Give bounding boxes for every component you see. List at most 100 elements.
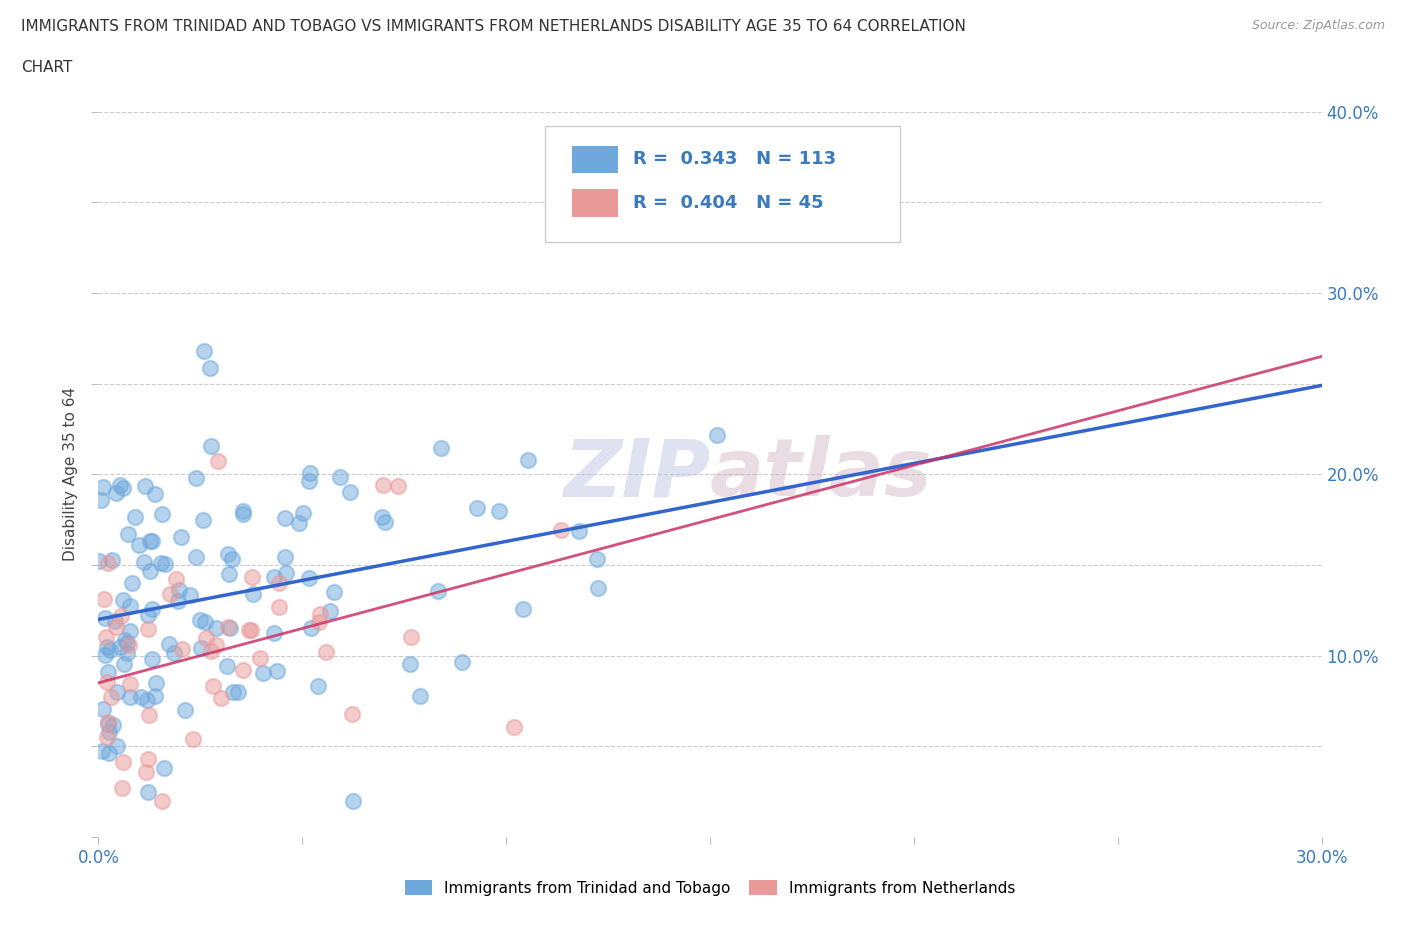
Point <box>374 515 396 530</box>
Point <box>568 524 591 538</box>
Point <box>181 731 204 746</box>
Point <box>157 637 180 652</box>
Point <box>465 500 488 515</box>
Point <box>318 604 340 618</box>
Point <box>100 690 122 705</box>
Point <box>97 715 120 730</box>
Point <box>170 530 193 545</box>
Point <box>105 684 128 699</box>
Point <box>94 611 117 626</box>
Point <box>588 580 610 595</box>
Point <box>398 657 420 671</box>
Point <box>298 465 321 480</box>
Point <box>167 593 190 608</box>
Point <box>232 662 254 677</box>
Point <box>309 606 332 621</box>
Point <box>104 613 127 628</box>
Text: Source: ZipAtlas.com: Source: ZipAtlas.com <box>1251 19 1385 32</box>
Point <box>145 675 167 690</box>
Text: CHART: CHART <box>21 60 73 75</box>
Point <box>93 591 115 606</box>
Point <box>111 780 134 795</box>
Point <box>138 708 160 723</box>
Point <box>91 743 114 758</box>
Point <box>517 453 540 468</box>
Point <box>136 785 159 800</box>
Point <box>136 693 159 708</box>
Point <box>209 690 232 705</box>
Point <box>118 637 141 652</box>
Point <box>141 534 163 549</box>
Point <box>98 746 121 761</box>
Point <box>136 621 159 636</box>
Bar <box>572 146 619 173</box>
Point <box>315 644 337 659</box>
Point <box>550 523 572 538</box>
Point <box>135 764 157 779</box>
Text: atlas: atlas <box>710 435 932 513</box>
Point <box>276 565 298 580</box>
Point <box>114 633 136 648</box>
Point <box>193 343 215 358</box>
Point <box>274 511 297 525</box>
Point <box>96 640 118 655</box>
Point <box>430 441 453 456</box>
Point <box>121 576 143 591</box>
Point <box>100 552 122 567</box>
Point <box>427 583 450 598</box>
Point <box>159 587 181 602</box>
Point <box>97 717 120 732</box>
Point <box>232 503 254 518</box>
Point <box>117 526 139 541</box>
Point <box>198 361 221 376</box>
Point <box>193 513 215 528</box>
Point <box>217 546 239 561</box>
Point <box>93 480 115 495</box>
Point <box>118 676 141 691</box>
Point <box>101 718 124 733</box>
Point <box>323 585 346 600</box>
Point <box>136 751 159 766</box>
Point <box>174 702 197 717</box>
Text: R =  0.404   N = 45: R = 0.404 N = 45 <box>633 194 824 212</box>
Point <box>141 652 163 667</box>
Point <box>115 645 138 660</box>
Point <box>226 684 249 699</box>
Point <box>184 550 207 565</box>
Point <box>108 478 131 493</box>
Point <box>586 552 609 567</box>
Point <box>132 554 155 569</box>
Point <box>409 688 432 703</box>
Point <box>104 485 127 500</box>
Point <box>141 602 163 617</box>
Point <box>134 479 156 494</box>
Point <box>98 724 121 739</box>
Point <box>98 643 121 658</box>
Point <box>291 505 314 520</box>
Point <box>266 663 288 678</box>
Point <box>371 510 394 525</box>
Point <box>308 615 330 630</box>
Text: R =  0.343   N = 113: R = 0.343 N = 113 <box>633 151 837 168</box>
Point <box>201 679 224 694</box>
Point <box>111 592 134 607</box>
Point <box>128 538 150 552</box>
Point <box>165 571 187 586</box>
Point <box>117 635 139 650</box>
Point <box>139 564 162 578</box>
Point <box>222 684 245 699</box>
Point <box>205 637 228 652</box>
Point <box>217 619 239 634</box>
Point <box>451 655 474 670</box>
Point <box>139 534 162 549</box>
Point <box>155 557 177 572</box>
Point <box>94 647 117 662</box>
Y-axis label: Disability Age 35 to 64: Disability Age 35 to 64 <box>63 387 79 562</box>
Text: ZIP: ZIP <box>562 435 710 513</box>
Bar <box>572 189 619 217</box>
Point <box>307 679 329 694</box>
Point <box>329 470 352 485</box>
Point <box>150 793 173 808</box>
Point <box>240 570 263 585</box>
Point <box>111 481 134 496</box>
